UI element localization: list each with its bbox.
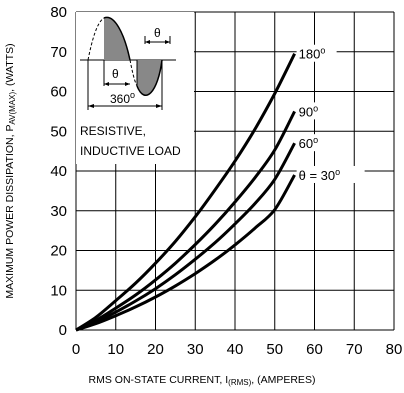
inset-period-value: 360 — [110, 92, 130, 106]
y-tick-label: 70 — [50, 44, 67, 61]
inset-wave-shaded-negative — [137, 60, 162, 96]
y-axis-title-prefix: MAXIMUM POWER DISSIPATION, P — [4, 125, 16, 299]
inset-period-arrow-right — [156, 104, 162, 108]
x-tick-label: 50 — [266, 341, 283, 358]
curve-label-bg — [296, 102, 323, 120]
inset-wave-dashed-positive — [87, 17, 105, 61]
x-tick-label: 30 — [187, 341, 204, 358]
inset-theta-mid-label: θ — [112, 67, 119, 81]
inset-theta-top-arrow-left — [145, 40, 150, 44]
y-tick-label: 50 — [50, 123, 67, 140]
inset-theta-top-label: θ — [154, 26, 161, 40]
y-tick-label: 20 — [50, 243, 67, 260]
inset-wave-negative — [136, 59, 163, 96]
x-axis-title: RMS ON-STATE CURRENT, I(RMS), (AMPERES) — [89, 374, 316, 387]
curve-label-bg — [296, 165, 365, 183]
y-axis-title-sub: AV(MAX) — [8, 91, 17, 124]
curve-label-2: 60o — [299, 135, 318, 151]
inset-waveform: θ θ 360o RESISTIVE, INDUCTIVE LOAD — [76, 12, 194, 164]
series-line-0 — [75, 53, 296, 332]
inset-period-arrow-left — [88, 104, 94, 108]
series-line-2 — [75, 142, 296, 332]
y-tick-labels: 0 10 20 30 40 50 60 70 80 — [50, 4, 67, 339]
x-tick-label: 10 — [107, 341, 124, 358]
curve-label-0: 180o — [299, 46, 326, 62]
curve-label-1: 90o — [299, 103, 318, 119]
y-tick-label: 60 — [50, 84, 67, 101]
inset-wave-positive — [103, 16, 131, 61]
series-curves — [75, 53, 296, 332]
inset-theta-mid-arrow-left — [104, 82, 109, 86]
y-tick-label: 10 — [50, 282, 67, 299]
curve-label-bg — [296, 44, 337, 62]
x-tick-label: 80 — [386, 341, 403, 358]
inset-wave-dashed-negative — [129, 59, 138, 87]
x-tick-label: 70 — [346, 341, 363, 358]
inset-background — [76, 12, 194, 164]
series-line-3 — [75, 174, 296, 332]
x-axis-title-prefix: RMS ON-STATE CURRENT, I — [89, 374, 229, 386]
x-axis-title-sub: (RMS) — [228, 378, 251, 387]
curve-label-3: θ = 30o — [299, 167, 341, 183]
y-axis-title: MAXIMUM POWER DISSIPATION, PAV(MAX), (WA… — [4, 43, 17, 298]
inset-period-label: 360o — [110, 90, 135, 106]
x-tick-label: 40 — [227, 341, 244, 358]
curve-labels: 180o 90o 60o θ = 30o — [296, 44, 365, 183]
inset-wave-shaded-positive — [104, 17, 130, 61]
y-tick-label: 30 — [50, 203, 67, 220]
x-tick-labels: 0 10 20 30 40 50 60 70 80 — [72, 341, 403, 358]
y-tick-label: 80 — [50, 4, 67, 21]
x-tick-label: 60 — [306, 341, 323, 358]
y-axis-title-suffix: , (WATTS) — [4, 43, 16, 91]
inset-period-label-bg — [108, 92, 138, 104]
x-tick-label: 0 — [72, 341, 80, 358]
inset-theta-top-arrow-right — [165, 40, 170, 44]
inset-load-line2: INDUCTIVE LOAD — [80, 144, 181, 158]
y-tick-label: 0 — [59, 322, 67, 339]
inset-load-line1: RESISTIVE, — [80, 124, 146, 138]
y-tick-label: 40 — [50, 163, 67, 180]
x-tick-label: 20 — [147, 341, 164, 358]
x-axis-title-suffix: , (AMPERES) — [251, 374, 315, 386]
inset-period-sup: o — [130, 90, 135, 100]
curve-label-bg — [296, 134, 323, 152]
inset-theta-mid-arrow-right — [125, 82, 130, 86]
series-line-1 — [75, 110, 296, 332]
